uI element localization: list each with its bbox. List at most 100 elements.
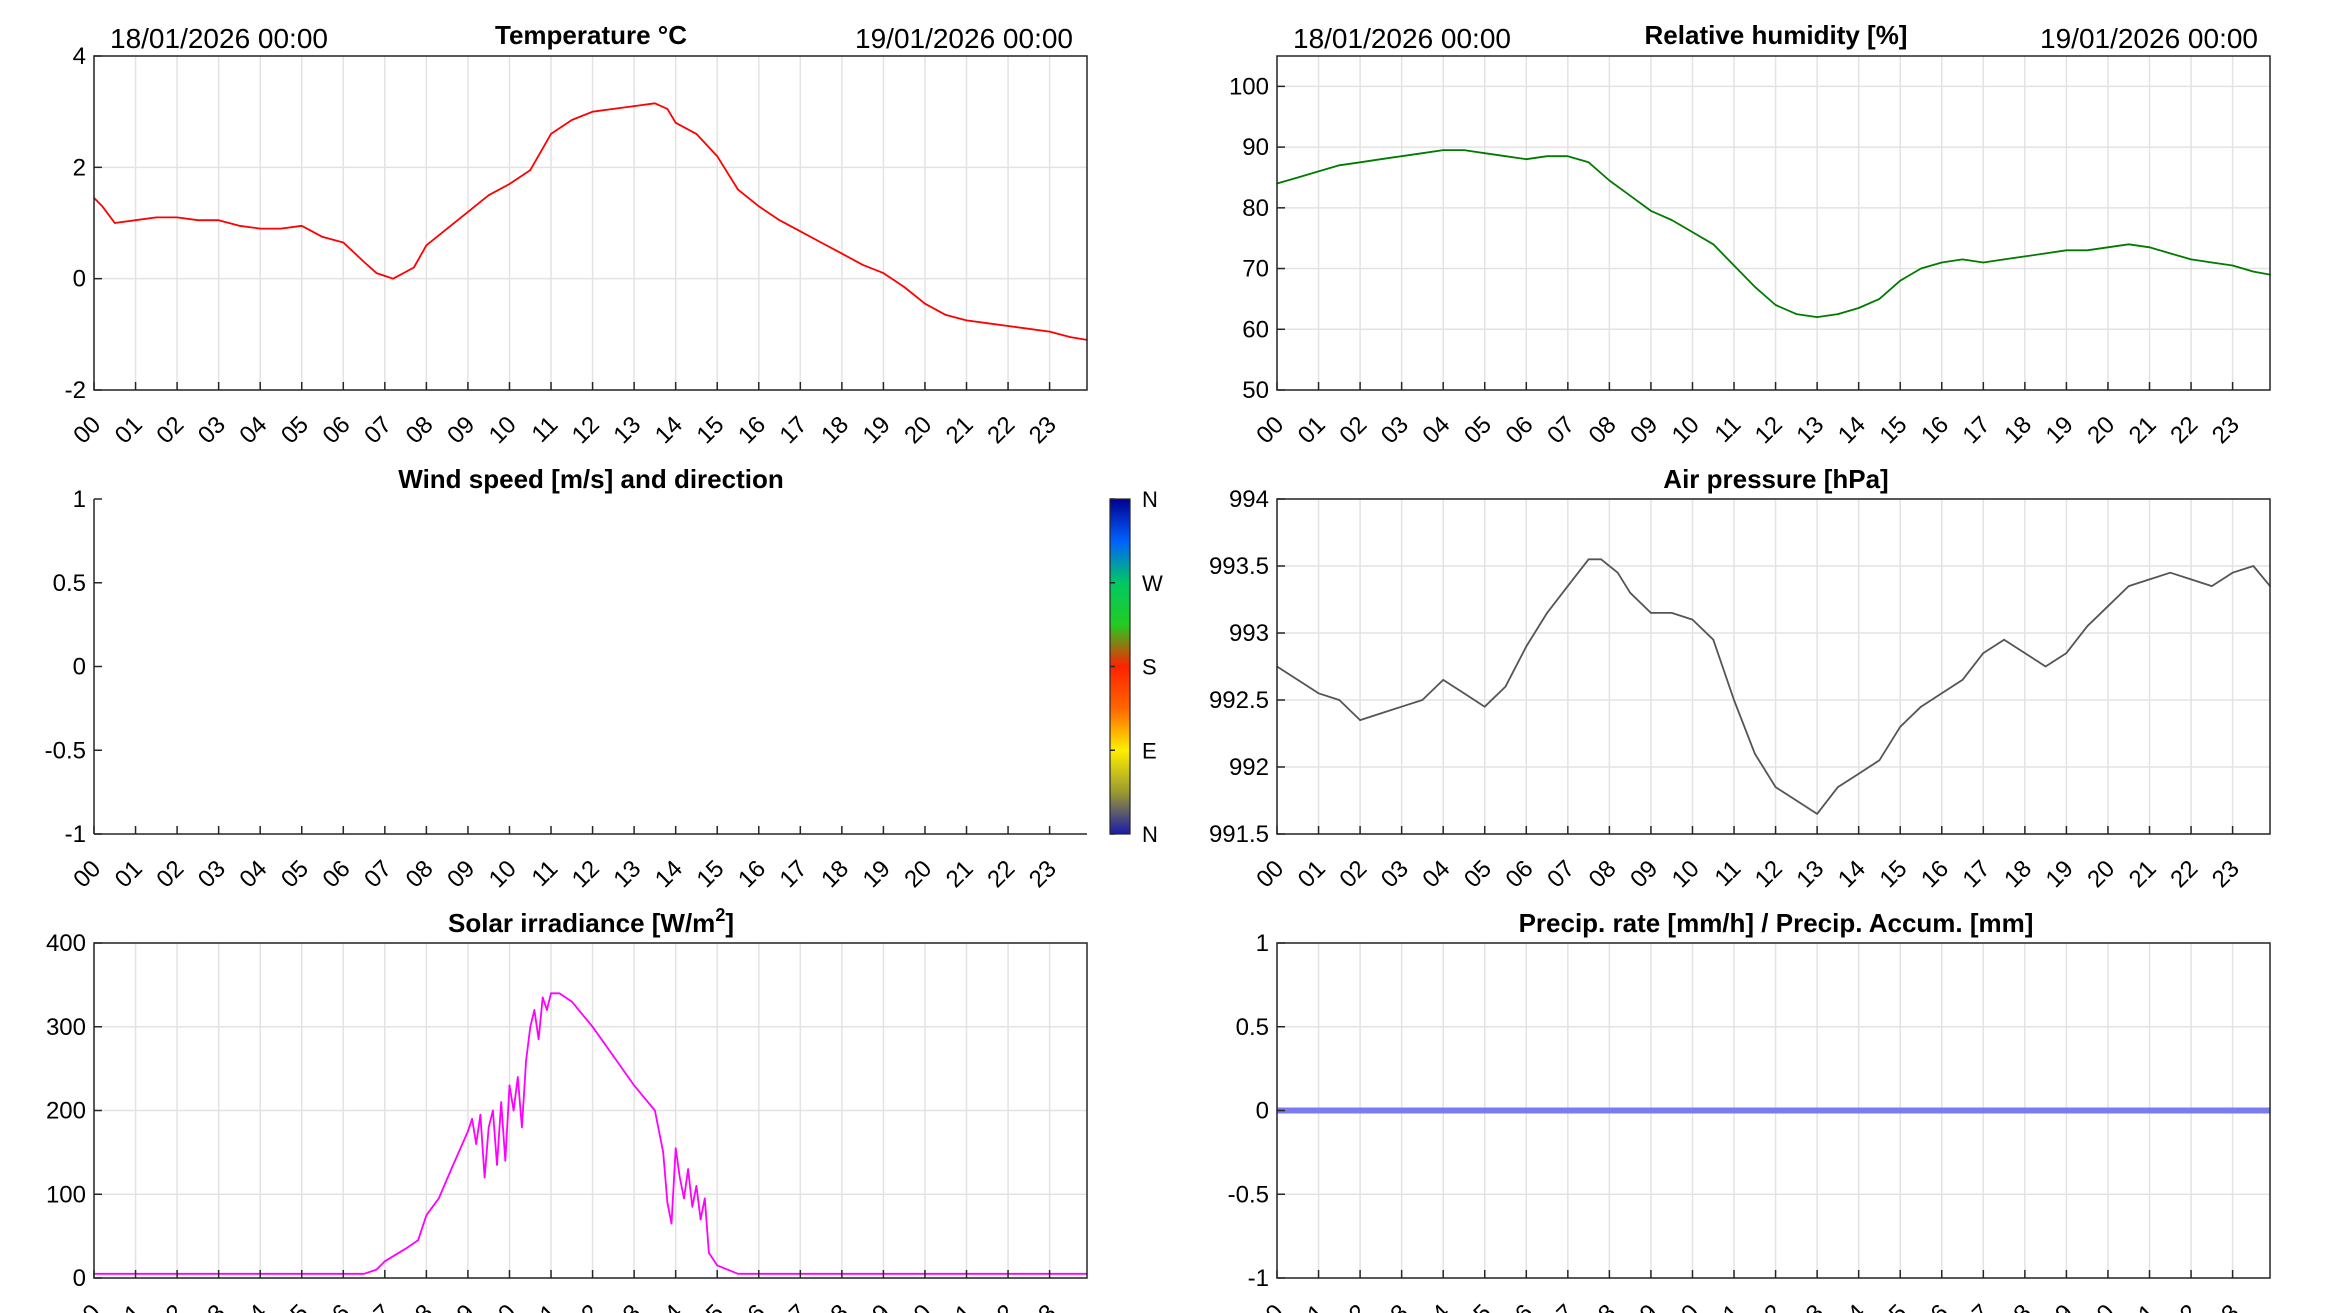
humidity-xtick-label: 23	[2207, 411, 2245, 449]
temperature-xtick-label: 15	[691, 411, 729, 449]
humidity-data-point	[1629, 194, 1631, 197]
temperature-xtick-label: 05	[276, 411, 314, 449]
wind-colorbar-label: S	[1142, 655, 1157, 680]
humidity-data-point	[1857, 307, 1860, 309]
solar-data-point	[666, 1201, 669, 1204]
solar-xtick-label: 04	[234, 1299, 272, 1313]
humidity-data-point	[1359, 161, 1361, 164]
pressure-data-point	[2044, 665, 2047, 668]
wind-ytick-label: -0.5	[45, 737, 86, 764]
solar-xtick-label: 05	[276, 1299, 314, 1313]
humidity-data-point	[1463, 149, 1465, 151]
humidity-xtick-label: 01	[1293, 411, 1331, 449]
pressure-data-point	[1359, 719, 1361, 721]
solar-xtick-label: 03	[193, 1299, 231, 1313]
precip-xtick-label: 04	[1417, 1299, 1455, 1313]
temperature-data-point	[965, 319, 968, 322]
pressure-xtick-label: 11	[1710, 855, 1747, 892]
humidity-data-point	[1712, 243, 1715, 246]
wind-xtick-label: 21	[941, 855, 979, 893]
pressure-xtick-label: 03	[1376, 855, 1414, 893]
temperature-xtick-label: 16	[733, 411, 771, 449]
humidity-xtick-label: 07	[1542, 411, 1580, 449]
solar-data-point	[679, 1176, 681, 1179]
temperature-data-point	[238, 225, 241, 227]
solar-ytick-label: 100	[46, 1181, 86, 1208]
temperature-grid	[93, 55, 1087, 391]
wind-xtick-label: 09	[442, 855, 480, 893]
solar-xtick-label: 00	[68, 1299, 106, 1313]
humidity-xtick-label: 09	[1625, 411, 1663, 449]
wind-xtick-label: 04	[234, 855, 272, 893]
temperature-data-point	[633, 105, 635, 107]
temperature-data-point	[695, 133, 698, 135]
humidity-data-point	[1546, 155, 1548, 157]
temperature-data-point	[508, 183, 511, 185]
wind-xtick-label: 06	[318, 855, 356, 893]
temperature-data-point	[280, 227, 282, 230]
temperature-data-point	[487, 194, 490, 196]
humidity-grid	[1276, 56, 2270, 391]
solar-ytick-label: 0	[73, 1265, 86, 1292]
solar-title: Solar irradiance [W/m2]	[448, 905, 734, 938]
pressure-data-point	[2024, 652, 2026, 654]
pressure-data-point	[1463, 692, 1465, 695]
wind-colorbar-label: E	[1142, 738, 1157, 763]
wind-title: Wind speed [m/s] and direction	[398, 464, 783, 494]
pressure-xtick-label: 08	[1584, 855, 1622, 893]
solar-data-point	[662, 1151, 664, 1154]
pressure-xtick-label: 18	[1999, 855, 2037, 893]
pressure-data-point	[1754, 752, 1756, 755]
wind-xtick-label: 02	[151, 855, 189, 893]
humidity-data-point	[1400, 155, 1403, 157]
temperature-ytick-label: -2	[65, 377, 86, 404]
humidity-axes-box	[1276, 55, 2271, 391]
solar-data-point	[670, 1222, 673, 1225]
pressure-xtick-label: 20	[2082, 855, 2120, 893]
wind-xtick-label: 12	[567, 855, 605, 893]
pressure-data-point	[1650, 612, 1652, 614]
temperature-data-point	[737, 188, 739, 191]
temperature-data-point	[363, 261, 365, 263]
humidity-data-point	[1421, 152, 1424, 154]
temperature-data-point	[903, 286, 905, 288]
solar-data-point	[533, 1009, 536, 1011]
humidity-data-point	[1754, 286, 1756, 288]
solar-xtick-label: 22	[982, 1299, 1020, 1313]
solar-xtick-label: 07	[359, 1299, 397, 1313]
pressure-xtick-label: 12	[1750, 855, 1788, 893]
humidity-xtick-label: 05	[1459, 411, 1497, 449]
solar-xtick-label: 15	[691, 1299, 729, 1313]
wind-chart: Wind speed [m/s] and direction N W S E N -1 -…	[45, 464, 1163, 893]
solar-xtick-label: 19	[858, 1299, 896, 1313]
wind-ytick-label: -1	[65, 821, 86, 848]
humidity-chart: 18/01/2026 00:00 Relative humidity [%] 1…	[1229, 20, 2271, 449]
solar-data-point	[487, 1126, 490, 1129]
humidity-xtick-label: 13	[1791, 411, 1829, 449]
precip-xtick-label: 20	[2082, 1299, 2120, 1313]
temperature-data-point	[259, 227, 262, 230]
solar-data-point	[496, 1164, 498, 1166]
humidity-data-point	[1317, 170, 1320, 173]
precip-ytick-label: -1	[1248, 1265, 1269, 1292]
solar-xtick-label: 02	[151, 1299, 189, 1313]
temperature-xtick-label: 13	[608, 411, 646, 449]
wind-xtick-label: 18	[816, 855, 854, 893]
precip-xtick-label: 23	[2207, 1299, 2245, 1313]
solar-xtick-label: 10	[484, 1299, 522, 1313]
pressure-xtick-label: 13	[1791, 855, 1829, 893]
humidity-ytick-label: 100	[1229, 73, 1269, 100]
humidity-xtick-label: 17	[1958, 411, 1996, 449]
solar-data-point	[504, 1160, 507, 1162]
pressure-data-point	[2148, 578, 2151, 581]
solar-xtick-label: 12	[567, 1299, 605, 1313]
solar-data-point	[550, 992, 552, 995]
pressure-xtick-label: 06	[1501, 855, 1539, 893]
solar-ytick-label: 300	[46, 1014, 86, 1041]
temperature-data-point	[924, 302, 926, 305]
humidity-data-point	[1608, 179, 1611, 182]
humidity-series-line	[1276, 149, 2271, 319]
humidity-data-point	[1670, 219, 1673, 221]
humidity-data-point	[1816, 316, 1818, 318]
pressure-data-point	[2190, 578, 2192, 581]
